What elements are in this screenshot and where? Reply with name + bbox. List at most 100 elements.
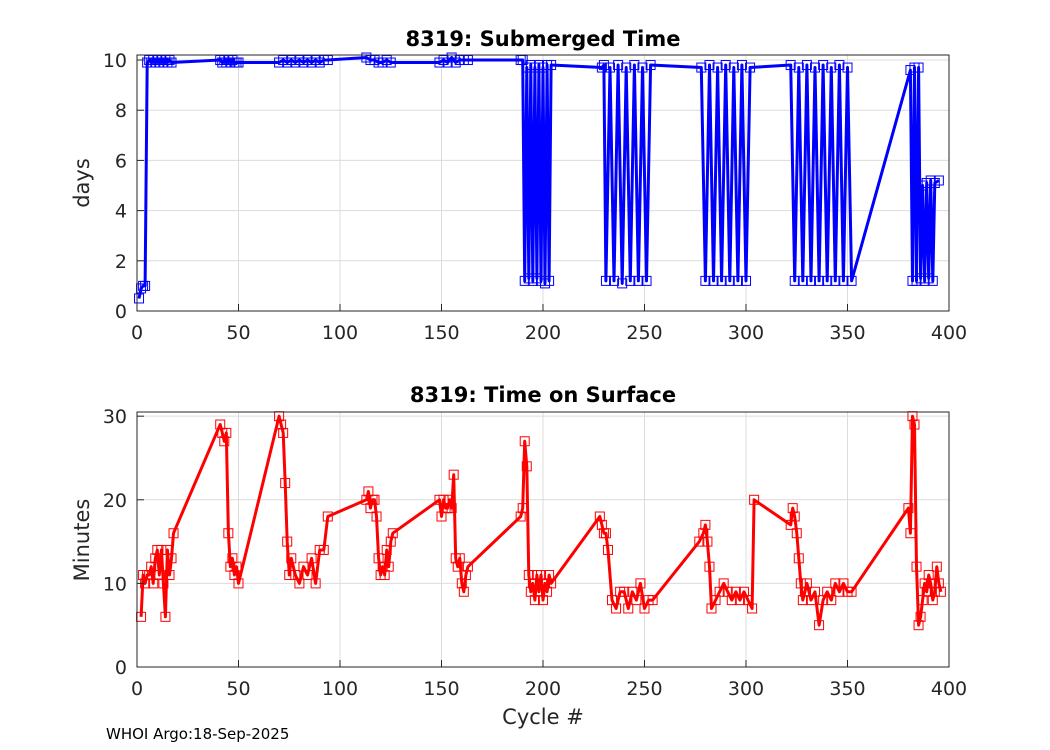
surface-time-y-label: Minutes: [70, 499, 94, 582]
surface-data-point: [631, 595, 642, 606]
surface-x-tick-label: 100: [322, 678, 358, 700]
surface-data-point: [444, 494, 455, 505]
surface-x-tick-label: 150: [423, 678, 459, 700]
submerged-data-point: [793, 62, 804, 73]
surface-data-point: [791, 528, 802, 539]
submerged-data-point: [637, 62, 648, 73]
surface-data-point: [931, 561, 942, 572]
submerged-data-point: [801, 60, 812, 71]
submerged-data-point: [621, 62, 632, 73]
submerged-x-tick-label: 350: [829, 322, 865, 344]
submerged-data-point: [732, 275, 743, 286]
surface-x-tick-label: 0: [131, 678, 143, 700]
surface-data-point: [810, 586, 821, 597]
submerged-y-tick-label: 6: [115, 150, 127, 172]
submerged-data-point: [645, 60, 656, 71]
surface-data-point: [619, 586, 630, 597]
submerged-data-point: [716, 275, 727, 286]
submerged-data-point: [712, 62, 723, 73]
surface-data-point: [164, 570, 175, 581]
surface-data-point: [915, 611, 926, 622]
surface-data-point: [371, 511, 382, 522]
surface-data-point: [546, 578, 557, 589]
surface-data-point: [280, 478, 291, 489]
submerged-data-point: [596, 62, 607, 73]
surface-data-point: [515, 511, 526, 522]
surface-data-point: [623, 603, 634, 614]
submerged-data-point: [140, 280, 151, 291]
submerged-data-point: [846, 275, 857, 286]
submerged-data-point: [385, 57, 396, 68]
surface-time-panel: 0 50 100 150 200 250 300 350 400 0 10 20 30 8319: T…: [70, 383, 967, 729]
surface-data-point: [282, 536, 293, 547]
submerged-data-point: [785, 60, 796, 71]
submerged-y-tick-label: 4: [115, 201, 127, 223]
surface-data-point: [704, 561, 715, 572]
submerged-data-point: [810, 62, 821, 73]
surface-x-tick-label: 350: [829, 678, 865, 700]
submerged-data-point: [741, 275, 751, 286]
surface-x-tick-label: 200: [525, 678, 561, 700]
submerged-data-point: [842, 62, 853, 73]
surface-data-point: [219, 436, 230, 447]
submerged-data-point: [633, 275, 644, 286]
surface-data-point: [826, 595, 837, 606]
surface-data-point: [801, 578, 812, 589]
surface-data-point: [284, 570, 295, 581]
submerged-data-point: [913, 62, 924, 73]
submerged-time-y-label: days: [70, 158, 94, 208]
submerged-time-series: [134, 52, 944, 304]
surface-data-point: [148, 578, 159, 589]
surface-data-point: [911, 561, 922, 572]
surface-data-point: [903, 503, 914, 514]
surface-data-point: [519, 436, 530, 447]
surface-data-point: [923, 570, 934, 581]
surface-series-line: [139, 414, 943, 627]
surface-data-point: [276, 419, 287, 430]
surface-data-point: [793, 553, 804, 564]
surface-data-point: [231, 561, 242, 572]
submerged-data-point: [720, 60, 731, 71]
submerged-y-tick-label: 8: [115, 100, 127, 122]
submerged-data-point: [462, 55, 473, 66]
surface-data-point: [544, 570, 555, 581]
surface-data-point: [369, 494, 380, 505]
submerged-x-tick-label: 300: [728, 322, 764, 344]
submerged-data-point: [134, 293, 145, 304]
surface-time-title: 8319: Time on Surface: [410, 383, 676, 407]
submerged-data-point: [233, 57, 244, 68]
surface-data-point: [286, 553, 297, 564]
submerged-x-tick-label: 0: [131, 322, 143, 344]
surface-y-tick-label: 10: [103, 573, 127, 595]
surface-data-point: [294, 578, 305, 589]
submerged-data-point: [700, 275, 711, 286]
surface-data-point: [233, 578, 244, 589]
submerged-data-point: [927, 275, 938, 286]
submerged-data-point: [797, 275, 808, 286]
submerged-data-point: [834, 60, 845, 71]
surface-data-point: [454, 553, 465, 564]
surface-data-point: [385, 536, 396, 547]
submerged-time-y-ticks: 0 2 4 6 8 10: [103, 50, 144, 323]
surface-data-point: [749, 494, 760, 505]
submerged-data-point: [322, 55, 333, 66]
surface-y-tick-label: 0: [115, 657, 127, 679]
surface-data-point: [221, 427, 232, 438]
surface-x-tick-label: 400: [931, 678, 967, 700]
surface-data-point: [913, 620, 924, 631]
surface-data-point: [158, 578, 169, 589]
surface-time-y-ticks: 0 10 20 30: [103, 406, 144, 679]
submerged-data-point: [822, 275, 833, 286]
surface-data-point: [602, 544, 613, 555]
surface-y-tick-label: 30: [103, 406, 127, 428]
submerged-data-point: [544, 275, 555, 286]
submerged-x-tick-label: 200: [525, 322, 561, 344]
submerged-data-point: [789, 275, 800, 286]
surface-data-point: [647, 595, 658, 606]
surface-data-point: [935, 586, 946, 597]
submerged-data-point: [598, 60, 609, 71]
surface-data-point: [702, 536, 713, 547]
surface-data-point: [156, 544, 167, 555]
submerged-data-point: [745, 62, 756, 73]
